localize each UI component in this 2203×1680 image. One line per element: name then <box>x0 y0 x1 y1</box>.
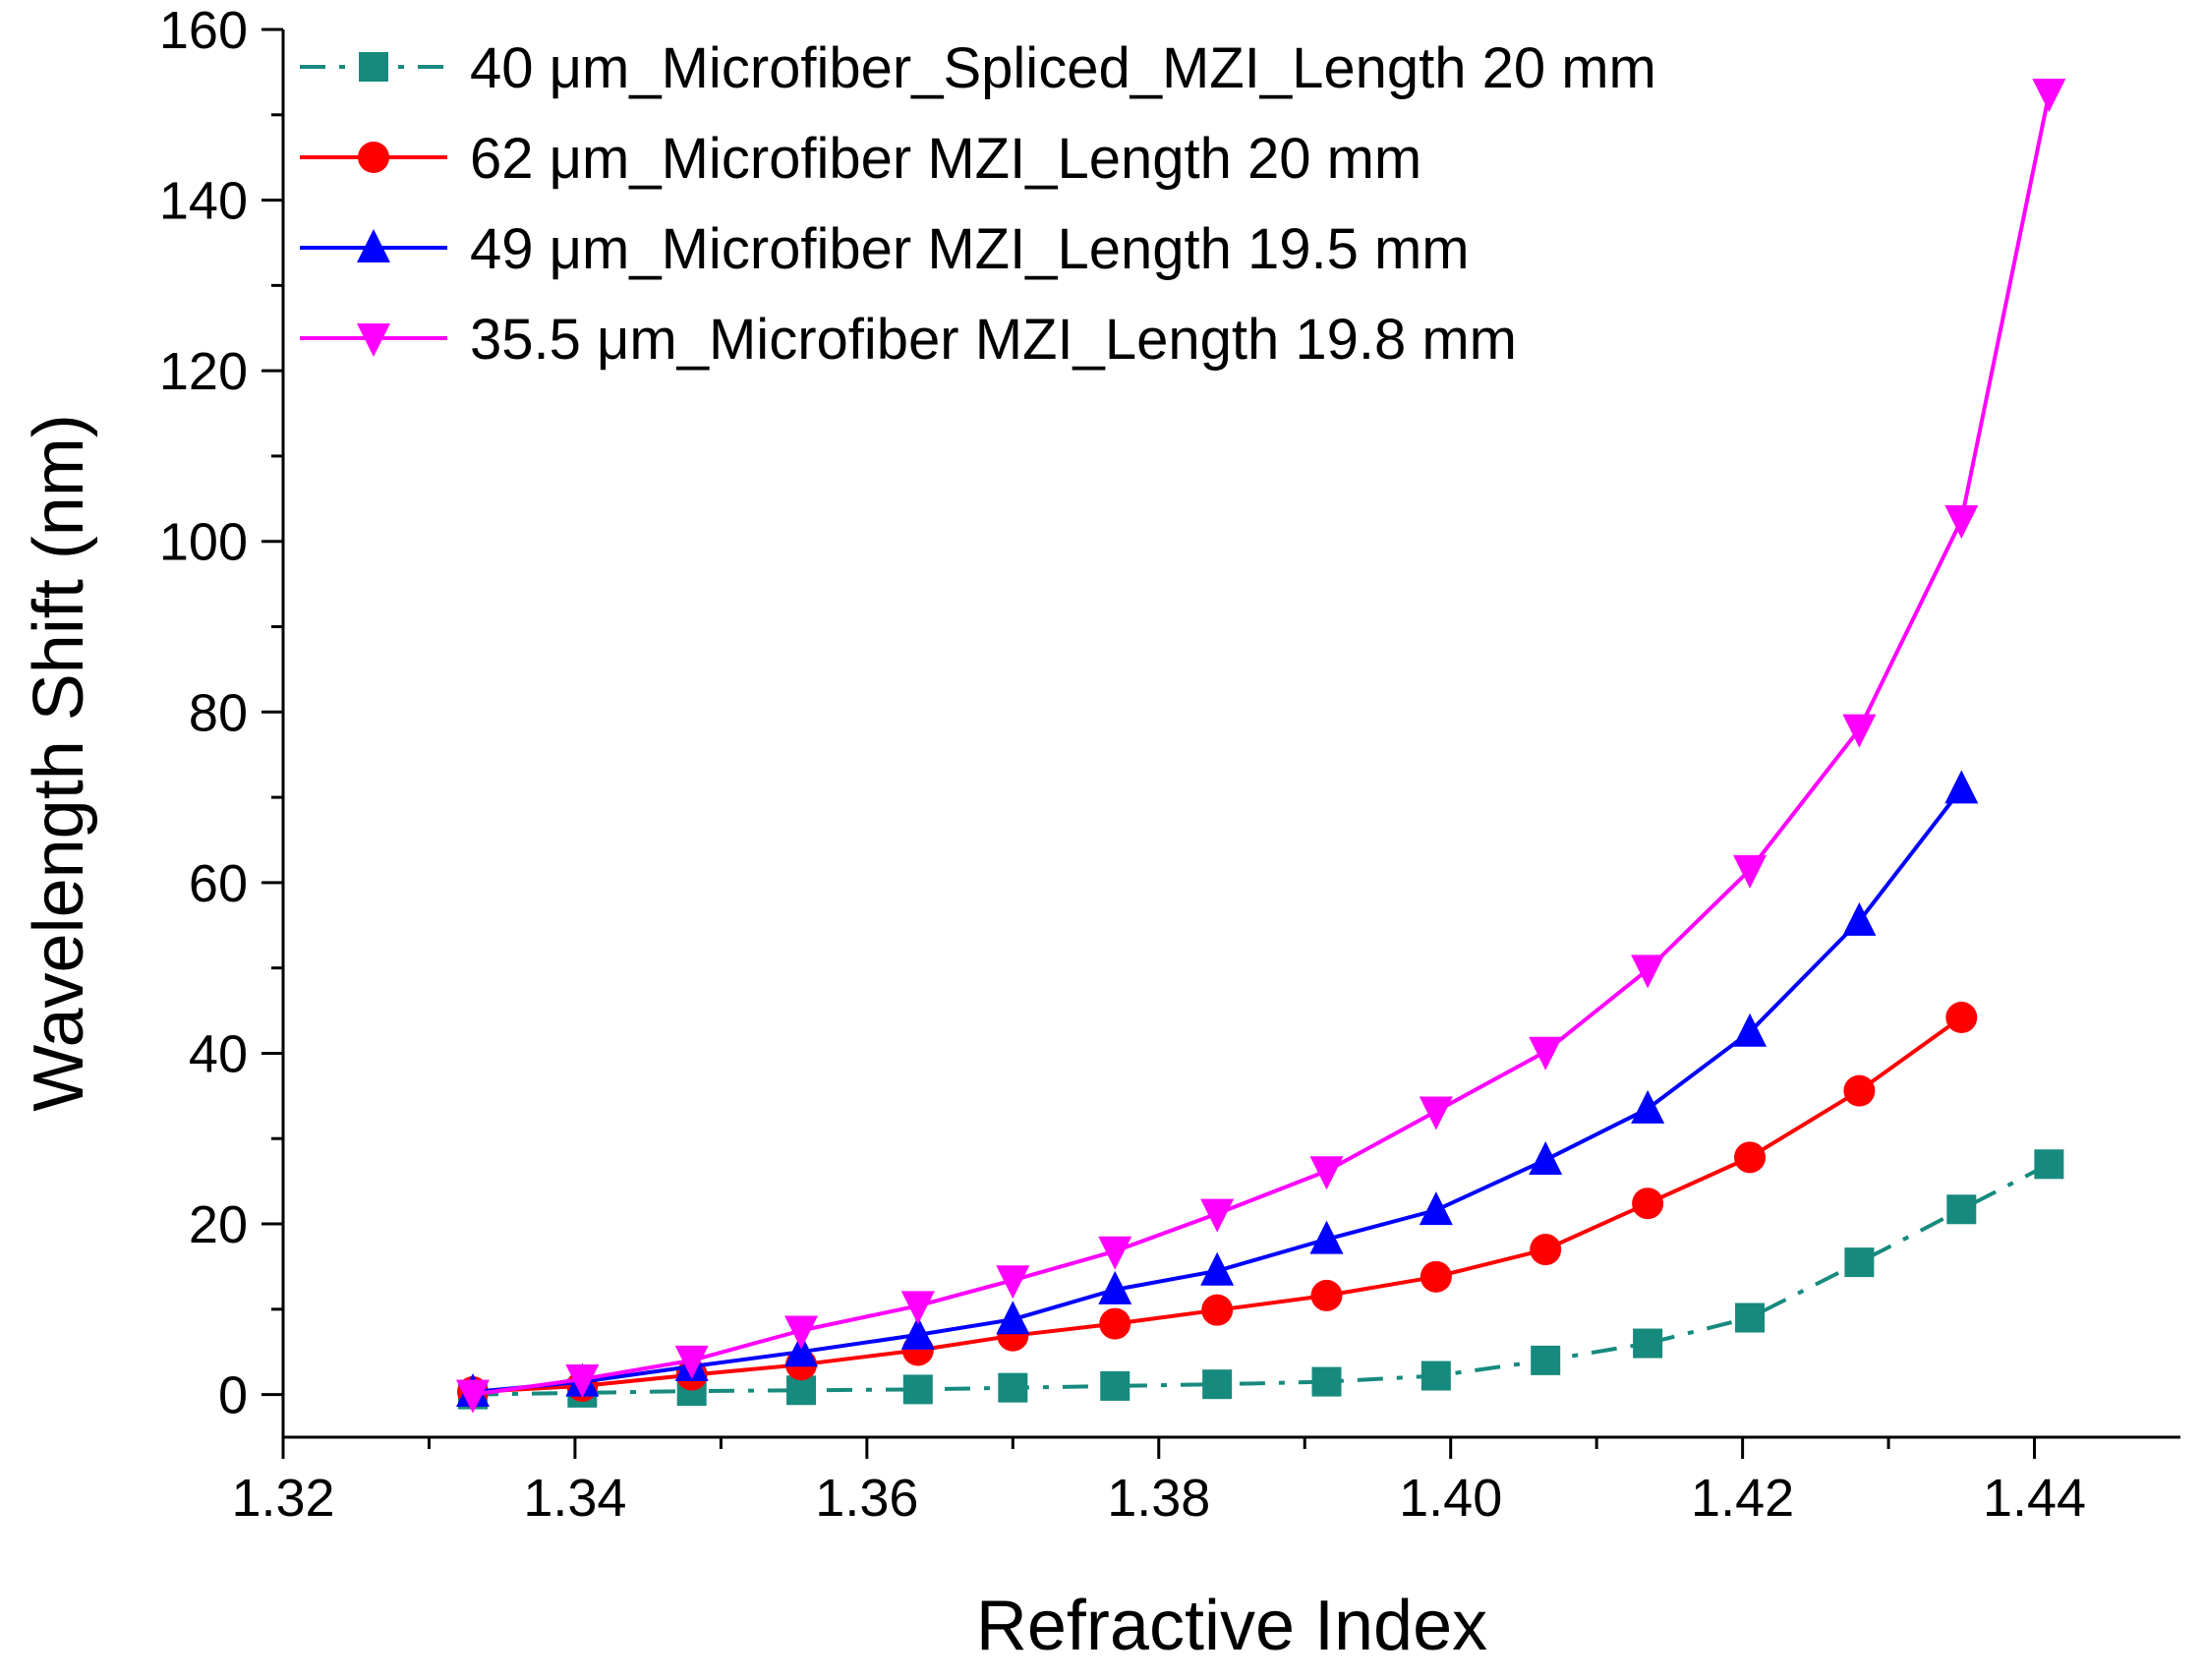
data-point <box>996 1265 1030 1300</box>
data-point <box>1419 1191 1453 1226</box>
data-point <box>902 1374 933 1405</box>
y-tick-label: 120 <box>159 342 248 401</box>
data-point <box>1200 1198 1235 1233</box>
data-point <box>1735 1303 1766 1333</box>
legend-item: 62 μm_Microfiber MZI_Length 20 mm <box>300 127 1421 191</box>
y-tick-label: 0 <box>218 1366 248 1425</box>
axes: 1.32 1.34 1.36 1.38 1.40 1.42 1.44 0 20 40 60 80 100… <box>159 1 2180 1528</box>
data-point <box>1099 1307 1131 1340</box>
series-line <box>472 92 2052 1397</box>
x-tick-label: 1.32 <box>231 1469 334 1528</box>
y-tick-label: 60 <box>189 854 248 913</box>
data-point <box>1842 714 1877 748</box>
legend-marker <box>358 142 389 173</box>
data-point <box>1200 1251 1235 1286</box>
data-point <box>1733 1013 1768 1047</box>
data-point <box>1633 1328 1663 1359</box>
data-point <box>1734 1141 1767 1174</box>
legend-item: 49 μm_Microfiber MZI_Length 19.5 mm <box>300 217 1470 281</box>
legend-item: 40 μm_Microfiber_Spliced_MZI_Length 20 m… <box>300 36 1656 100</box>
data-point <box>998 1372 1028 1403</box>
data-point <box>784 1333 819 1367</box>
data-point <box>1311 1366 1342 1397</box>
x-axis-title: Refractive Index <box>976 1587 1487 1665</box>
data-point <box>1945 1002 1978 1034</box>
data-point <box>900 1291 935 1325</box>
x-tick-label: 1.44 <box>1983 1469 2086 1528</box>
data-point <box>674 1345 709 1379</box>
data-point <box>1531 1345 1561 1375</box>
plot-series <box>456 79 2066 1414</box>
legend-label: 49 μm_Microfiber MZI_Length 19.5 mm <box>470 217 1470 281</box>
data-point <box>1420 1260 1452 1293</box>
legend-label: 62 μm_Microfiber MZI_Length 20 mm <box>470 127 1421 191</box>
legend-marker <box>359 52 388 82</box>
data-point <box>1309 1220 1344 1254</box>
data-point <box>1530 1234 1562 1266</box>
data-point <box>1309 1156 1344 1190</box>
data-point <box>1529 1036 1563 1071</box>
series-3 <box>456 770 1979 1408</box>
data-point <box>456 1379 490 1414</box>
series-line <box>472 1162 2051 1397</box>
data-point <box>1420 1361 1451 1391</box>
y-tick-label: 160 <box>159 1 248 60</box>
data-point <box>1529 1140 1563 1175</box>
data-point <box>1098 1236 1132 1270</box>
data-point <box>2032 79 2066 113</box>
data-point <box>1419 1096 1453 1130</box>
y-tick-label: 100 <box>159 513 248 572</box>
legend-marker <box>357 229 390 262</box>
series-4 <box>456 79 2066 1414</box>
data-point <box>1946 1194 1977 1225</box>
x-tick-label: 1.34 <box>523 1469 626 1528</box>
data-point <box>1632 1188 1664 1220</box>
y-tick-label: 20 <box>189 1195 248 1254</box>
data-point <box>1944 770 1979 804</box>
data-point <box>1201 1294 1234 1326</box>
x-tick-label: 1.38 <box>1107 1469 1210 1528</box>
data-point <box>1100 1370 1130 1401</box>
data-point <box>1844 1247 1875 1278</box>
data-point <box>1202 1369 1233 1400</box>
data-point <box>786 1375 817 1406</box>
y-tick-label: 140 <box>159 172 248 231</box>
data-point <box>1098 1270 1132 1304</box>
y-tick-label: 40 <box>189 1024 248 1083</box>
data-point <box>900 1315 935 1350</box>
legend-marker <box>357 323 390 357</box>
data-point <box>1843 1074 1876 1107</box>
data-point <box>1310 1279 1343 1311</box>
x-tick-label: 1.36 <box>815 1469 918 1528</box>
data-point <box>996 1301 1030 1335</box>
x-tick-label: 1.42 <box>1691 1469 1794 1528</box>
data-point <box>2034 1149 2064 1180</box>
y-axis-title: Wavelength Shift (nm) <box>20 414 98 1112</box>
data-point <box>1631 1089 1665 1124</box>
data-point <box>1944 505 1979 540</box>
y-tick-label: 80 <box>189 683 248 742</box>
data-point <box>1631 955 1665 989</box>
data-point <box>784 1315 819 1350</box>
x-tick-label: 1.40 <box>1399 1469 1502 1528</box>
data-point <box>1733 854 1768 889</box>
legend-label: 35.5 μm_Microfiber MZI_Length 19.8 mm <box>470 308 1517 372</box>
legend-item: 35.5 μm_Microfiber MZI_Length 19.8 mm <box>300 308 1517 372</box>
legend-label: 40 μm_Microfiber_Spliced_MZI_Length 20 m… <box>470 36 1656 100</box>
legend: 40 μm_Microfiber_Spliced_MZI_Length 20 m… <box>300 36 1656 372</box>
data-point <box>1842 901 1877 936</box>
data-point <box>565 1363 600 1398</box>
